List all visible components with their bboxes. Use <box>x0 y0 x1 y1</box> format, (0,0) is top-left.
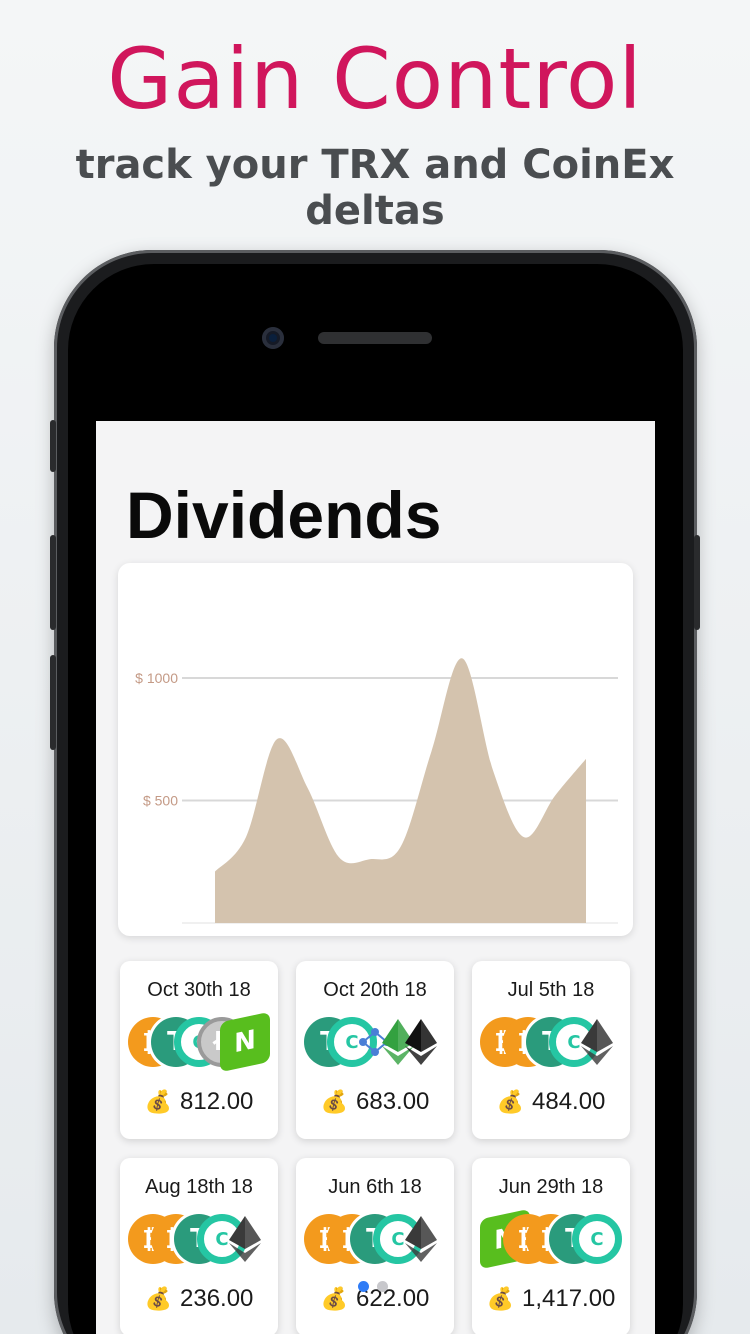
dividend-tile[interactable]: Aug 18th 18 ₿₿TC 💰 236.00 <box>120 1158 278 1334</box>
mute-switch <box>50 420 56 472</box>
tile-amount-value: 683.00 <box>356 1088 430 1115</box>
y-tick-label: $ 1000 <box>135 670 178 686</box>
power-button <box>694 535 700 630</box>
tile-date: Aug 18th 18 <box>145 1176 253 1198</box>
coin-stack: ₿₿TC <box>128 1214 272 1266</box>
tile-amount-value: 622.00 <box>356 1285 430 1312</box>
page-dot-1[interactable] <box>358 1281 369 1292</box>
money-bag-icon: 💰 <box>144 1089 172 1114</box>
headline: Gain Control <box>107 30 643 128</box>
page-title: Dividends <box>126 478 442 552</box>
tile-date: Jul 5th 18 <box>507 979 595 1001</box>
tile-amount: 💰 683.00 <box>296 1088 454 1116</box>
dividends-area-series <box>215 658 586 923</box>
dividend-tile[interactable]: Oct 30th 18 ₿TCŁN 💰 812.00 <box>120 961 278 1139</box>
money-bag-icon: 💰 <box>320 1286 348 1311</box>
coin-stack: ₿TCŁN <box>128 1011 272 1073</box>
tile-amount-value: 484.00 <box>532 1088 606 1115</box>
money-bag-icon: 💰 <box>320 1089 348 1114</box>
tile-date: Jun 29th 18 <box>498 1176 604 1198</box>
eth-icon <box>572 1017 622 1067</box>
dividends-chart: $ 500 $ 1000 <box>135 658 618 924</box>
app-screen: Dividends $ 500 $ 1000 Oct 30th 18 ₿TCŁN 💰 8… <box>96 421 655 1334</box>
coin-stack: ₿₿TC <box>480 1017 624 1069</box>
dividend-tile[interactable]: Jun 6th 18 ₿₿TC 💰 622.00 <box>296 1158 454 1334</box>
subheadline: track your TRX and CoinEx deltas <box>75 142 675 234</box>
page-indicator[interactable] <box>358 1281 388 1292</box>
coin-stack: N₿₿TC <box>480 1208 624 1270</box>
money-bag-icon: 💰 <box>144 1286 172 1311</box>
y-tick-label: $ 500 <box>143 793 178 809</box>
page-dot-2[interactable] <box>377 1281 388 1292</box>
eos-icon <box>396 1017 446 1067</box>
tile-amount: 💰 622.00 <box>296 1285 454 1313</box>
tile-date: Jun 6th 18 <box>328 1176 422 1198</box>
link-icon <box>350 1017 400 1067</box>
cet-icon: C <box>572 1214 622 1264</box>
tile-amount-value: 812.00 <box>180 1088 254 1115</box>
dividend-tile[interactable]: Jun 29th 18 N₿₿TC 💰 1,417.00 <box>472 1158 630 1334</box>
cet-icon: C <box>327 1017 377 1067</box>
coin-stack: ₿₿TC <box>304 1214 448 1266</box>
tile-date: Oct 20th 18 <box>323 979 427 1001</box>
money-bag-icon: 💰 <box>486 1286 514 1311</box>
volume-up-button <box>50 535 56 630</box>
neo-icon: N <box>220 1011 270 1073</box>
earpiece-speaker <box>318 332 432 344</box>
tile-amount: 💰 484.00 <box>472 1088 630 1116</box>
dividend-tile[interactable]: Jul 5th 18 ₿₿TC 💰 484.00 <box>472 961 630 1139</box>
tile-date: Oct 30th 18 <box>147 979 251 1001</box>
tile-amount: 💰 236.00 <box>120 1285 278 1313</box>
coin-stack: TC <box>304 1017 448 1069</box>
tile-amount: 💰 812.00 <box>120 1088 278 1116</box>
tile-amount: 💰 1,417.00 <box>472 1285 630 1313</box>
front-camera-icon <box>262 327 284 349</box>
dividends-chart-card[interactable]: $ 500 $ 1000 <box>118 563 633 936</box>
tile-amount-value: 236.00 <box>180 1285 254 1312</box>
money-bag-icon: 💰 <box>496 1089 524 1114</box>
eth-icon <box>220 1214 270 1264</box>
dividend-tile[interactable]: Oct 20th 18 TC 💰 683.00 <box>296 961 454 1139</box>
eth-icon <box>396 1214 446 1264</box>
volume-down-button <box>50 655 56 750</box>
tile-amount-value: 1,417.00 <box>521 1285 616 1312</box>
